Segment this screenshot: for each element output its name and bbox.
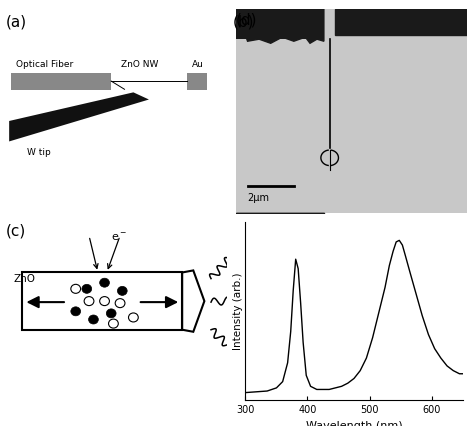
Bar (11, 73, 111, 90)
Text: W tip: W tip (27, 147, 51, 157)
Text: ZnO: ZnO (14, 273, 35, 284)
Polygon shape (9, 92, 149, 141)
Polygon shape (236, 9, 324, 43)
X-axis label: Wavelength (nm): Wavelength (nm) (306, 421, 402, 426)
Polygon shape (182, 271, 204, 332)
Circle shape (71, 307, 81, 316)
Bar (236, 9, 324, 39)
Polygon shape (336, 9, 467, 35)
Text: (a): (a) (6, 14, 27, 30)
Text: Optical Fiber: Optical Fiber (16, 60, 73, 69)
Circle shape (89, 315, 98, 324)
Bar (340, 9, 467, 35)
Bar (23, 273, 182, 330)
Bar (186, 73, 207, 90)
Text: (c): (c) (6, 223, 26, 239)
Circle shape (118, 286, 127, 295)
Circle shape (106, 309, 116, 318)
Text: ZnO NW: ZnO NW (121, 60, 159, 69)
Circle shape (100, 278, 110, 287)
Text: 2μm: 2μm (247, 193, 270, 202)
Text: (d): (d) (236, 13, 258, 28)
Text: e$^-$: e$^-$ (111, 232, 127, 243)
Y-axis label: Intensity (arb.): Intensity (arb.) (233, 272, 243, 350)
Text: Au: Au (192, 60, 203, 69)
Circle shape (82, 284, 92, 294)
Text: (b): (b) (233, 14, 254, 30)
